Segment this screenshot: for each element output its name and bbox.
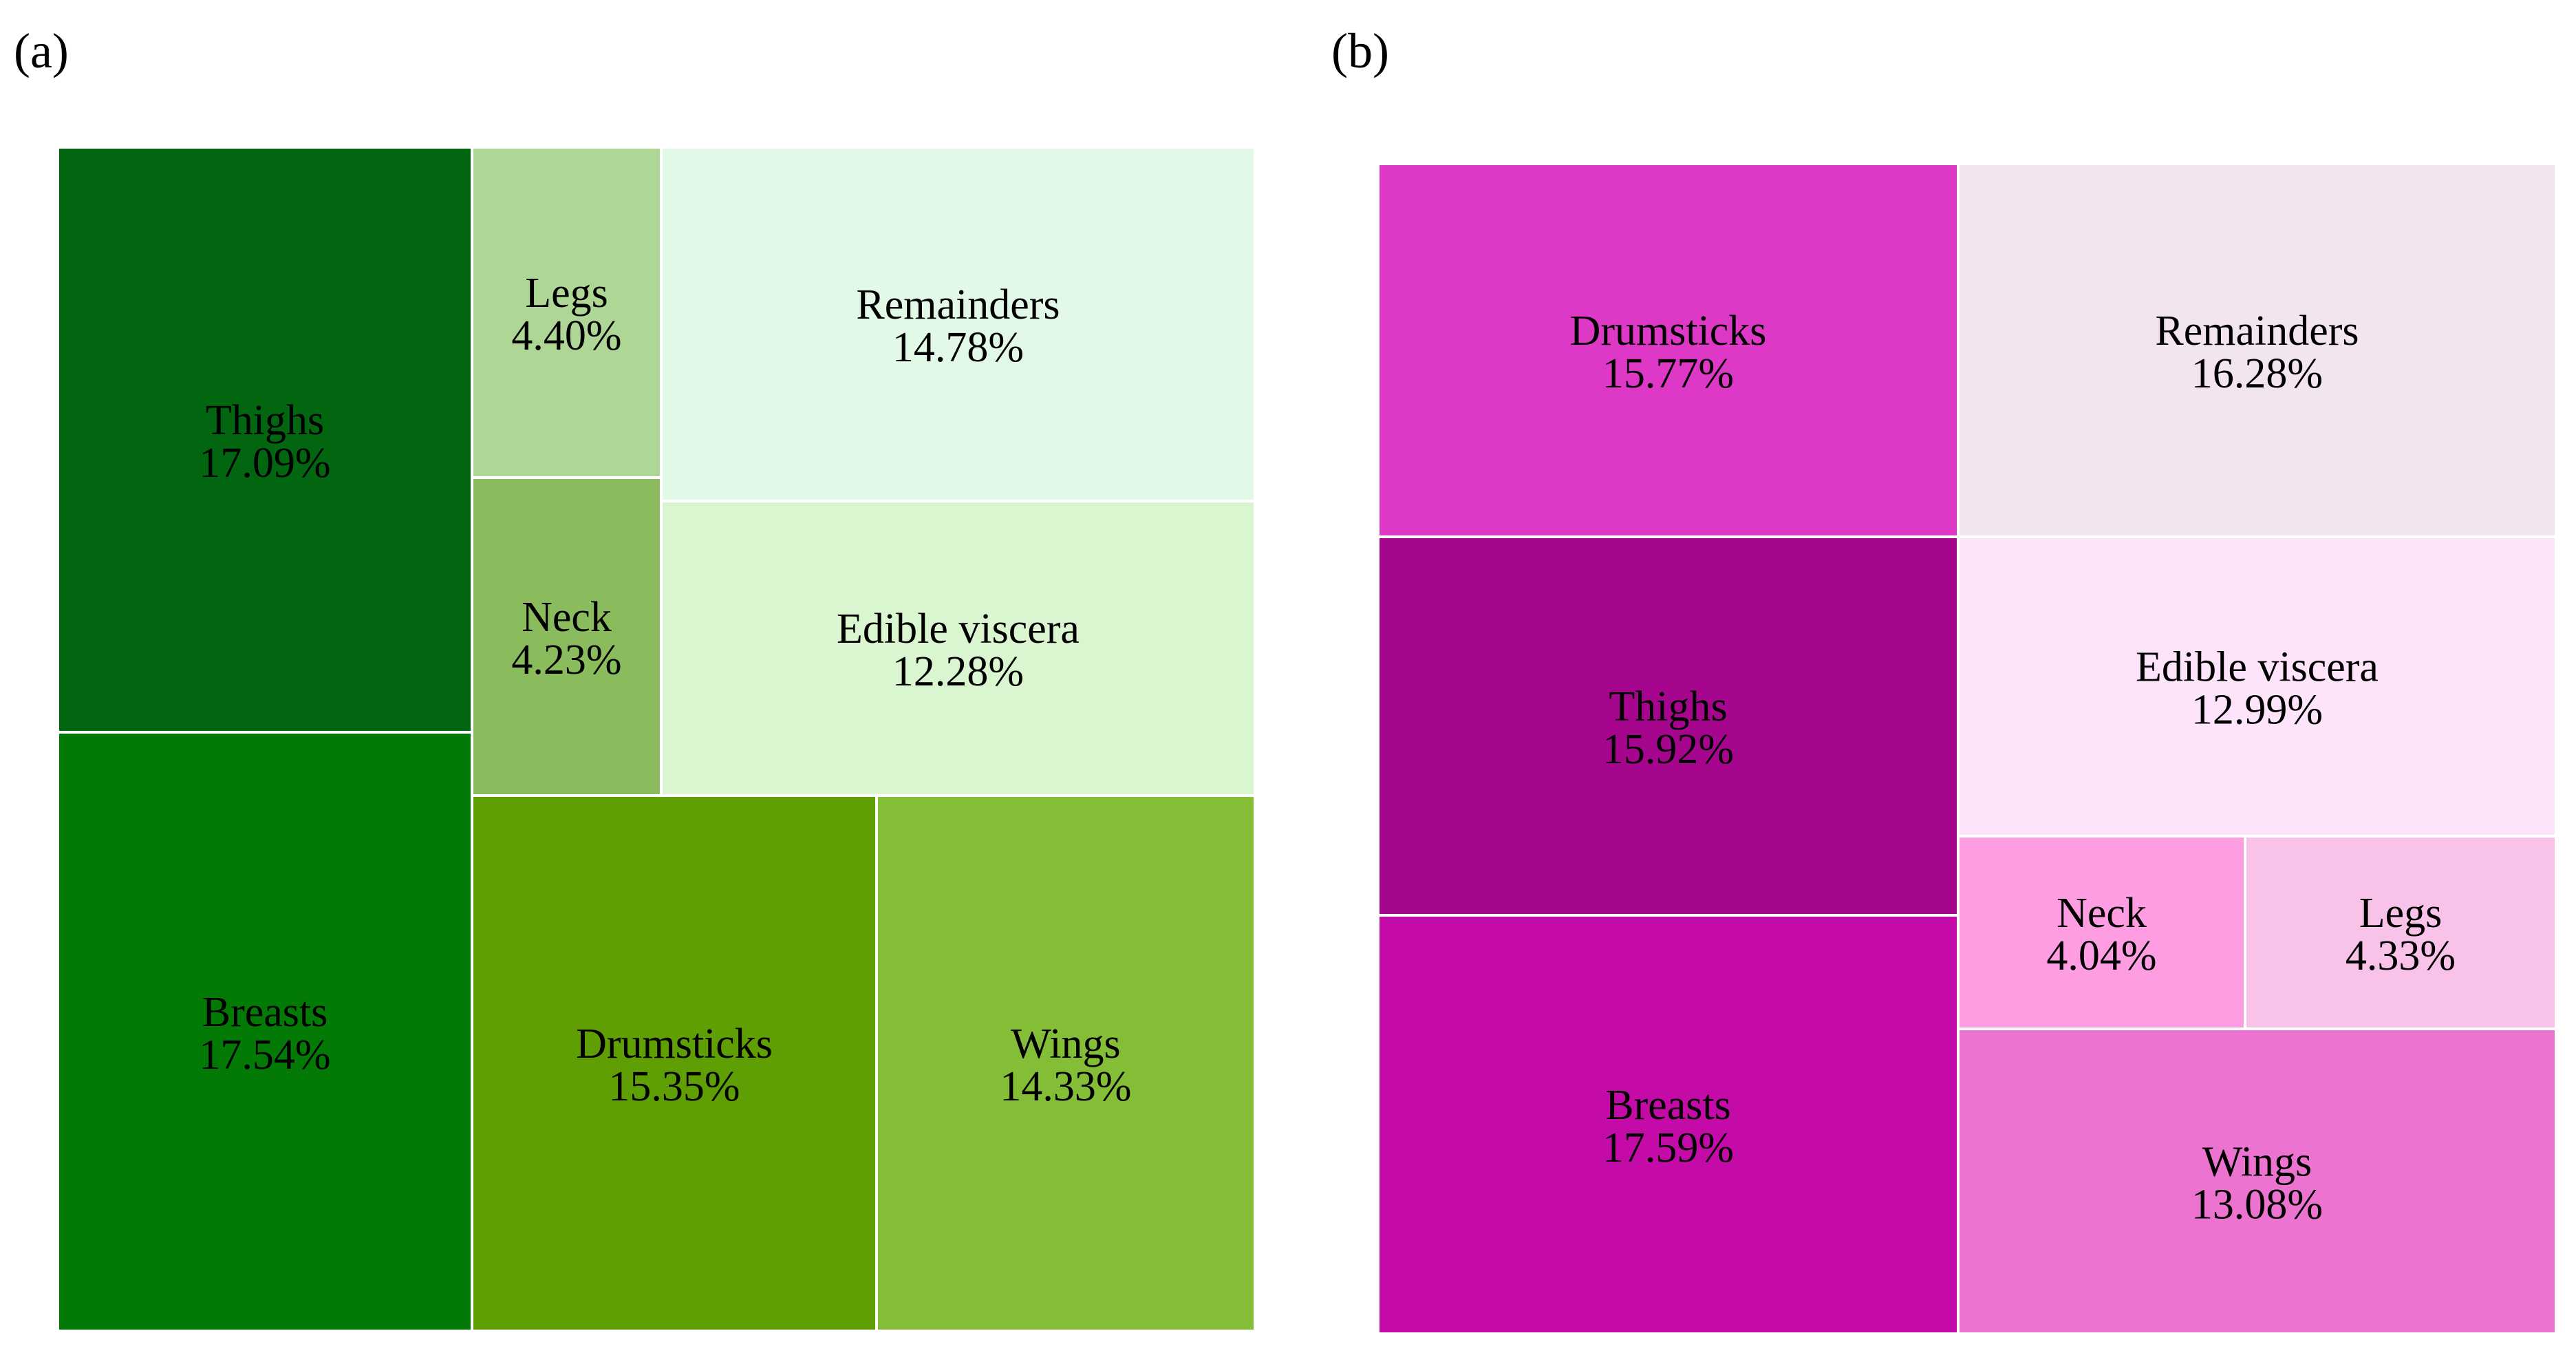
panel-b-label: (b): [1331, 23, 1389, 78]
panel-a-label: (a): [14, 23, 69, 78]
tile-rect-neck: [471, 476, 663, 797]
tile-value-thighs: 17.09%: [199, 440, 330, 487]
tile-name-neck: Neck: [2057, 890, 2147, 937]
tile-value-remainders: 14.78%: [892, 324, 1024, 371]
tile-rect-remainders: [660, 147, 1255, 502]
tile-rect-neck: [1957, 835, 2246, 1030]
tile-value-wings: 13.08%: [2191, 1182, 2323, 1228]
tile-value-drumsticks: 15.77%: [1602, 350, 1734, 397]
tile-value-edible-viscera: 12.99%: [2191, 687, 2323, 734]
tile-value-neck: 4.23%: [511, 637, 621, 683]
tile-rect-legs: [2244, 835, 2556, 1030]
tile-value-breasts: 17.59%: [1602, 1125, 1734, 1171]
tile-name-edible-viscera: Edible viscera: [837, 606, 1080, 652]
tile-rect-drumsticks: [1378, 164, 1960, 538]
tile-name-thighs: Thighs: [206, 397, 324, 444]
tile-value-wings: 14.33%: [1000, 1063, 1131, 1110]
tile-rect-drumsticks: [471, 794, 878, 1331]
treemap-a: Thighs17.09%Breasts17.54%Legs4.40%Remain…: [58, 147, 1255, 1331]
tile-rect-breasts: [58, 731, 473, 1331]
tile-name-legs: Legs: [2359, 890, 2443, 937]
tile-name-breasts: Breasts: [1605, 1082, 1731, 1129]
tile-value-legs: 4.33%: [2346, 933, 2456, 979]
tile-value-drumsticks: 15.35%: [608, 1063, 740, 1110]
tile-value-thighs: 15.92%: [1602, 726, 1734, 773]
tile-name-neck: Neck: [522, 594, 612, 641]
tile-name-thighs: Thighs: [1609, 683, 1727, 730]
tile-value-remainders: 16.28%: [2191, 350, 2323, 397]
tile-rect-edible-viscera: [660, 500, 1255, 797]
tile-name-edible-viscera: Edible viscera: [2136, 644, 2379, 691]
tile-name-wings: Wings: [1011, 1021, 1120, 1067]
tile-value-neck: 4.04%: [2046, 933, 2156, 979]
tile-name-remainders: Remainders: [856, 281, 1060, 328]
tile-rect-remainders: [1957, 164, 2556, 538]
tile-name-drumsticks: Drumsticks: [576, 1021, 773, 1067]
tile-rect-thighs: [58, 147, 473, 734]
tile-name-drumsticks: Drumsticks: [1570, 308, 1767, 354]
tile-name-breasts: Breasts: [202, 989, 328, 1036]
tile-name-wings: Wings: [2202, 1139, 2312, 1186]
tile-value-edible-viscera: 12.28%: [892, 648, 1024, 695]
tile-name-legs: Legs: [525, 270, 608, 317]
treemap-b: Drumsticks15.77%Remainders16.28%Thighs15…: [1378, 164, 2556, 1334]
tile-rect-thighs: [1378, 535, 1960, 917]
tile-rect-wings: [1957, 1027, 2556, 1334]
tile-rect-edible-viscera: [1957, 535, 2556, 838]
tile-value-breasts: 17.54%: [199, 1032, 330, 1078]
tile-name-remainders: Remainders: [2155, 308, 2359, 354]
tile-value-legs: 4.40%: [511, 312, 621, 359]
tile-rect-wings: [875, 794, 1255, 1331]
